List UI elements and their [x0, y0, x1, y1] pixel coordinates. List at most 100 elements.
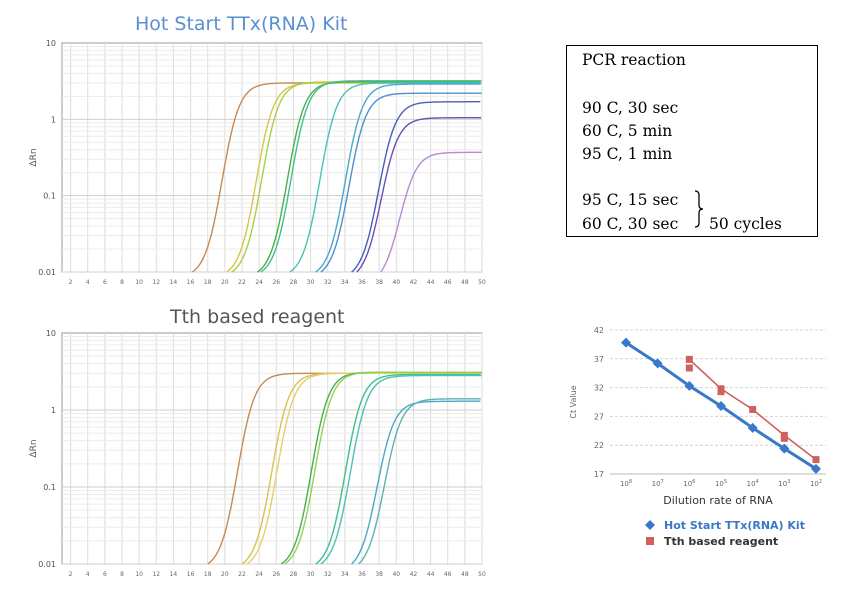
- ct-chart: 42 37 32 27 22 17 108 107 106 105 104 103 102 Dilutio…: [569, 326, 826, 548]
- pcr-cycle-step-1: 95 C, 15 sec: [582, 191, 679, 209]
- ct-ttx-marker: [652, 358, 663, 369]
- middle-chart-title: Tth based reagent: [170, 306, 345, 328]
- ct-y-tick-label: 37: [594, 355, 604, 364]
- middle-x-tick-label: 24: [255, 571, 263, 578]
- top-chart-title: Hot Start TTx(RNA) Kit: [135, 13, 348, 35]
- middle-curve-7: [320, 374, 482, 565]
- middle-x-tick-label: 34: [341, 571, 349, 578]
- middle-x-tick-label: 22: [238, 571, 246, 578]
- top-y-axis-label: ΔRn: [29, 148, 39, 166]
- ct-tth-replicate-marker: [685, 364, 693, 372]
- ct-x-tick-label: 106: [683, 479, 695, 488]
- ct-tth-marker: [685, 355, 693, 363]
- ct-tth-marker: [812, 456, 820, 464]
- ct-y-tick-label: 42: [594, 326, 604, 335]
- middle-x-tick-label: 16: [187, 571, 195, 578]
- middle-x-tick-label: 36: [358, 571, 366, 578]
- top-x-tick-label: 32: [324, 279, 332, 286]
- ct-x-tick-label: 108: [620, 479, 632, 488]
- top-x-tick-label: 36: [358, 279, 366, 286]
- top-curve-8: [320, 92, 482, 273]
- top-curve-5: [260, 80, 482, 273]
- ct-y-tick-label: 27: [594, 412, 604, 421]
- ct-ttx-marker: [779, 443, 790, 454]
- top-x-tick-label: 20: [221, 279, 229, 286]
- top-y-tick-label: 1: [51, 115, 56, 124]
- legend-ttx-label: Hot Start TTx(RNA) Kit: [664, 519, 805, 532]
- middle-curve-6: [315, 373, 481, 565]
- middle-x-tick-label: 8: [120, 571, 124, 578]
- top-x-tick-label: 16: [187, 279, 195, 286]
- top-x-tick-label: 28: [290, 279, 298, 286]
- top-x-tick-label: 30: [307, 279, 315, 286]
- pcr-step-1: 90 C, 30 sec: [582, 99, 679, 117]
- top-y-tick-label: 0.01: [38, 268, 56, 277]
- top-curve-10: [356, 117, 482, 273]
- ct-ttx-marker: [811, 463, 821, 474]
- middle-y-axis-label: ΔRn: [29, 439, 39, 457]
- middle-x-tick-label: 4: [86, 571, 90, 578]
- ct-x-tick-label: 102: [810, 479, 822, 488]
- middle-x-tick-label: 14: [170, 571, 178, 578]
- middle-x-tick-label: 12: [152, 571, 160, 578]
- middle-x-tick-label: 38: [375, 571, 383, 578]
- top-curve-9: [351, 101, 481, 273]
- ct-ttx-marker: [684, 380, 695, 391]
- ct-x-tick-label: 105: [715, 479, 727, 488]
- ct-ttx-marker: [621, 337, 631, 348]
- top-x-tick-label: 10: [135, 279, 143, 286]
- legend-tth-marker: [646, 537, 654, 545]
- top-x-tick-label: 38: [375, 279, 383, 286]
- middle-x-tick-label: 42: [410, 571, 418, 578]
- middle-x-tick-label: 48: [461, 571, 469, 578]
- top-y-tick-label: 0.1: [43, 192, 56, 201]
- ct-x-tick-label: 103: [778, 479, 790, 488]
- ct-y-tick-label: 17: [594, 470, 604, 479]
- pcr-step-2: 60 C, 5 min: [582, 122, 673, 140]
- top-plot-frame: [61, 42, 483, 273]
- top-x-tick-label: 26: [272, 279, 280, 286]
- middle-x-tick-label: 30: [307, 571, 315, 578]
- middle-curve-9: [358, 398, 481, 565]
- ct-y-tick-label: 22: [594, 441, 604, 450]
- top-x-tick-label: 46: [444, 279, 452, 286]
- middle-x-tick-label: 28: [290, 571, 298, 578]
- top-curve-4: [256, 81, 481, 273]
- ct-x-axis-label: Dilution rate of RNA: [663, 494, 773, 507]
- top-x-tick-label: 42: [410, 279, 418, 286]
- middle-x-tick-label: 10: [135, 571, 143, 578]
- middle-curve-5: [284, 371, 482, 565]
- middle-x-tick-label: 2: [69, 571, 73, 578]
- legend-ttx-marker: [645, 520, 655, 530]
- top-x-tick-label: 14: [170, 279, 178, 286]
- middle-x-tick-label: 32: [324, 571, 332, 578]
- top-x-tick-label: 12: [152, 279, 160, 286]
- top-x-tick-label: 48: [461, 279, 469, 286]
- middle-x-tick-label: 6: [103, 571, 107, 578]
- top-curve-11: [380, 151, 482, 273]
- middle-y-tick-label: 0.01: [38, 560, 56, 569]
- legend-tth-label: Tth based reagent: [664, 535, 778, 548]
- top-curve-7: [315, 83, 481, 273]
- ct-ttx-marker: [716, 401, 726, 412]
- top-x-tick-label: 34: [341, 279, 349, 286]
- middle-y-tick-label: 10: [46, 329, 56, 338]
- middle-x-tick-label: 26: [272, 571, 280, 578]
- middle-plot-frame: [61, 332, 483, 565]
- top-curve-6: [289, 82, 481, 273]
- ct-x-tick-label: 104: [747, 479, 759, 488]
- ct-y-axis-label: Ct Value: [569, 385, 578, 418]
- ct-y-tick-label: 32: [594, 384, 604, 393]
- middle-x-tick-label: 40: [392, 571, 400, 578]
- top-x-tick-label: 22: [238, 279, 246, 286]
- top-x-tick-label: 6: [103, 279, 107, 286]
- ct-x-tick-label: 107: [652, 479, 664, 488]
- top-x-tick-label: 24: [255, 279, 263, 286]
- ct-tth-replicate-marker: [717, 388, 725, 396]
- top-x-tick-label: 2: [69, 279, 73, 286]
- pcr-title: PCR reaction: [582, 51, 686, 69]
- pcr-step-3: 95 C, 1 min: [582, 145, 673, 163]
- pcr-cycle-step-2: 60 C, 30 sec: [582, 215, 679, 233]
- top-x-tick-label: 8: [120, 279, 124, 286]
